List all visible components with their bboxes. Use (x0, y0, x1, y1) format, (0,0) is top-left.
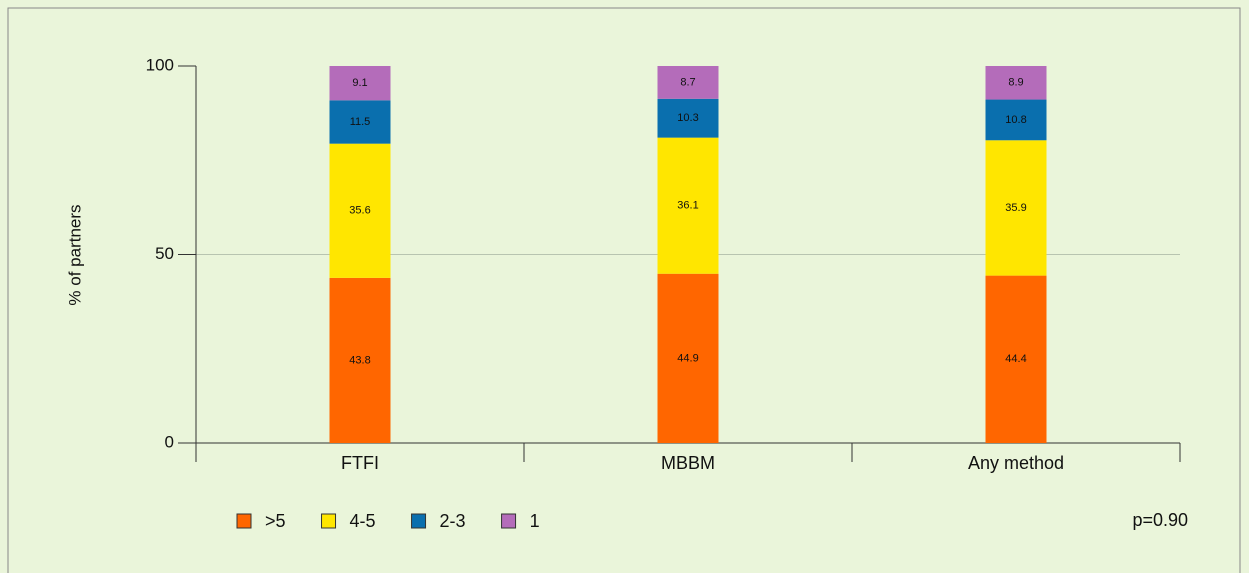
data-label: 35.6 (349, 205, 370, 217)
legend-label: 4-5 (350, 511, 376, 531)
data-label: 10.3 (677, 112, 698, 124)
data-label: 11.5 (350, 116, 371, 128)
bar-segment (657, 98, 719, 138)
bar-segment (329, 100, 391, 144)
bar-segment (985, 140, 1047, 276)
bar-segment (985, 99, 1047, 141)
y-tick-label: 50 (155, 244, 174, 263)
x-tick-label: FTFI (341, 453, 379, 473)
y-tick-label: 100 (146, 55, 174, 74)
data-label: 8.7 (680, 76, 695, 88)
bar-segment (985, 66, 1047, 100)
data-label: 9.1 (352, 77, 367, 89)
legend-swatch (501, 513, 517, 529)
bar-segment (329, 66, 391, 101)
data-label: 35.9 (1005, 202, 1026, 214)
frame (7, 7, 1241, 573)
legend-swatch (411, 513, 427, 529)
bar-segment (657, 137, 719, 274)
y-tick-label: 0 (165, 432, 174, 451)
bar-segment (329, 143, 391, 278)
bar-segment (657, 66, 719, 99)
x-tick-label: MBBM (661, 453, 715, 473)
y-axis-label: % of partners (65, 204, 84, 305)
bar-segment (329, 277, 391, 443)
data-label: 44.9 (677, 352, 698, 364)
data-label: 8.9 (1008, 77, 1023, 89)
legend-label: >5 (265, 511, 286, 531)
data-label: 10.8 (1005, 114, 1026, 126)
x-tick-label: Any method (968, 453, 1064, 473)
data-label: 43.8 (349, 354, 370, 366)
legend-swatch (236, 513, 252, 529)
legend-label: 2-3 (440, 511, 466, 531)
data-label: 36.1 (677, 200, 698, 212)
legend-label: 1 (530, 511, 540, 531)
legend-swatch (321, 513, 337, 529)
annotation: p=0.90 (1132, 510, 1188, 530)
bar-segment (657, 273, 719, 443)
bar-segment (985, 275, 1047, 443)
data-label: 44.4 (1005, 353, 1026, 365)
